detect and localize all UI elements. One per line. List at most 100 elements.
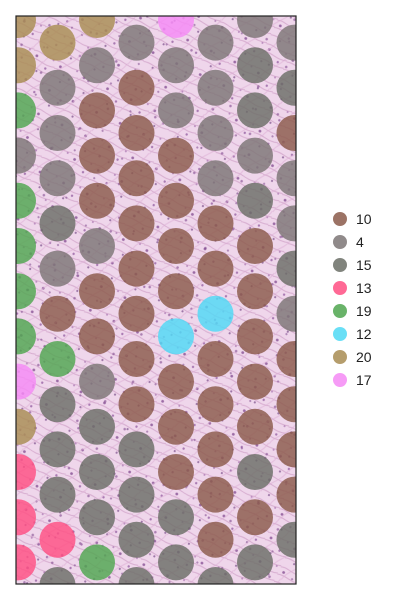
legend-label: 13 [356, 280, 372, 296]
spot-point [79, 182, 115, 219]
spot-point [16, 544, 36, 581]
spot-point [158, 47, 194, 84]
spot-point [197, 295, 234, 332]
spot-point [79, 499, 115, 536]
spot-point [39, 24, 76, 61]
spot-point [158, 408, 194, 445]
spot-point [16, 499, 36, 536]
spot-point [197, 386, 234, 423]
legend-item: 13 [333, 280, 372, 296]
spot-point [237, 318, 273, 355]
legend-item: 19 [333, 303, 372, 319]
spot-point [197, 250, 234, 287]
spot-point [118, 295, 155, 332]
spot-point [237, 408, 273, 445]
spot-point [118, 341, 155, 377]
spot-point [39, 567, 76, 584]
spot-point [16, 47, 36, 84]
spot-point [39, 386, 76, 423]
spot-point [237, 544, 273, 581]
spot-point [197, 521, 234, 558]
spot-point [237, 47, 273, 84]
spot-point [79, 228, 115, 264]
spot-point [197, 69, 234, 106]
spot-point [16, 92, 36, 129]
spot-point [237, 228, 273, 264]
spot-point [276, 205, 296, 242]
spot-point [276, 521, 296, 558]
spot-point [118, 386, 155, 423]
spot-point [16, 273, 36, 310]
spot-point [79, 16, 115, 38]
spot-point [237, 92, 273, 129]
legend-label: 15 [356, 257, 372, 273]
spot-point [79, 47, 115, 84]
spot-point [276, 115, 296, 151]
panel-border [15, 15, 297, 585]
spot-point [79, 363, 115, 400]
legend-item: 15 [333, 257, 372, 273]
spot-point [237, 454, 273, 490]
spot-point [276, 295, 296, 332]
legend-swatch [333, 258, 347, 272]
spot-point [197, 115, 234, 151]
legend-item: 10 [333, 211, 372, 227]
spot-point [118, 567, 155, 584]
spot-point [158, 92, 194, 129]
spot-point [39, 115, 76, 151]
spot-point [158, 273, 194, 310]
spot-point [16, 137, 36, 174]
spot-point [118, 69, 155, 106]
spot-point [118, 431, 155, 468]
spot-point [39, 341, 76, 377]
spot-point [276, 69, 296, 106]
spot-point [39, 205, 76, 242]
spot-point [118, 160, 155, 197]
tissue-background [16, 16, 296, 584]
spot-point [197, 160, 234, 197]
spot-point [237, 182, 273, 219]
spots-layer [16, 16, 296, 584]
spot-point [276, 250, 296, 287]
spot-point [237, 499, 273, 536]
spot-point [79, 454, 115, 490]
spot-point [118, 250, 155, 287]
spot-point [118, 476, 155, 513]
legend-item: 12 [333, 326, 372, 342]
legend-label: 20 [356, 349, 372, 365]
spot-point [79, 318, 115, 355]
spot-point [79, 92, 115, 129]
spot-point [118, 521, 155, 558]
spot-point [276, 431, 296, 468]
spot-point [39, 250, 76, 287]
spot-point [118, 205, 155, 242]
spot-point [276, 341, 296, 377]
spot-point [118, 24, 155, 61]
legend: 10 4 15 13 19 12 20 17 [333, 211, 372, 388]
spot-point [237, 137, 273, 174]
spot-point [158, 363, 194, 400]
spot-point [16, 363, 36, 400]
legend-label: 17 [356, 372, 372, 388]
spot-point [158, 544, 194, 581]
spot-point [16, 182, 36, 219]
spot-point [197, 341, 234, 377]
spot-point [276, 24, 296, 61]
legend-label: 10 [356, 211, 372, 227]
legend-swatch [333, 327, 347, 341]
legend-label: 12 [356, 326, 372, 342]
spot-point [79, 137, 115, 174]
spot-point [197, 24, 234, 61]
legend-item: 20 [333, 349, 372, 365]
spot-point [237, 273, 273, 310]
legend-swatch [333, 235, 347, 249]
spot-point [158, 454, 194, 490]
spot-point [158, 16, 194, 38]
spot-point [197, 431, 234, 468]
spot-point [79, 408, 115, 445]
spot-point [39, 69, 76, 106]
spot-point [158, 499, 194, 536]
spot-point [276, 160, 296, 197]
spot-point [39, 476, 76, 513]
